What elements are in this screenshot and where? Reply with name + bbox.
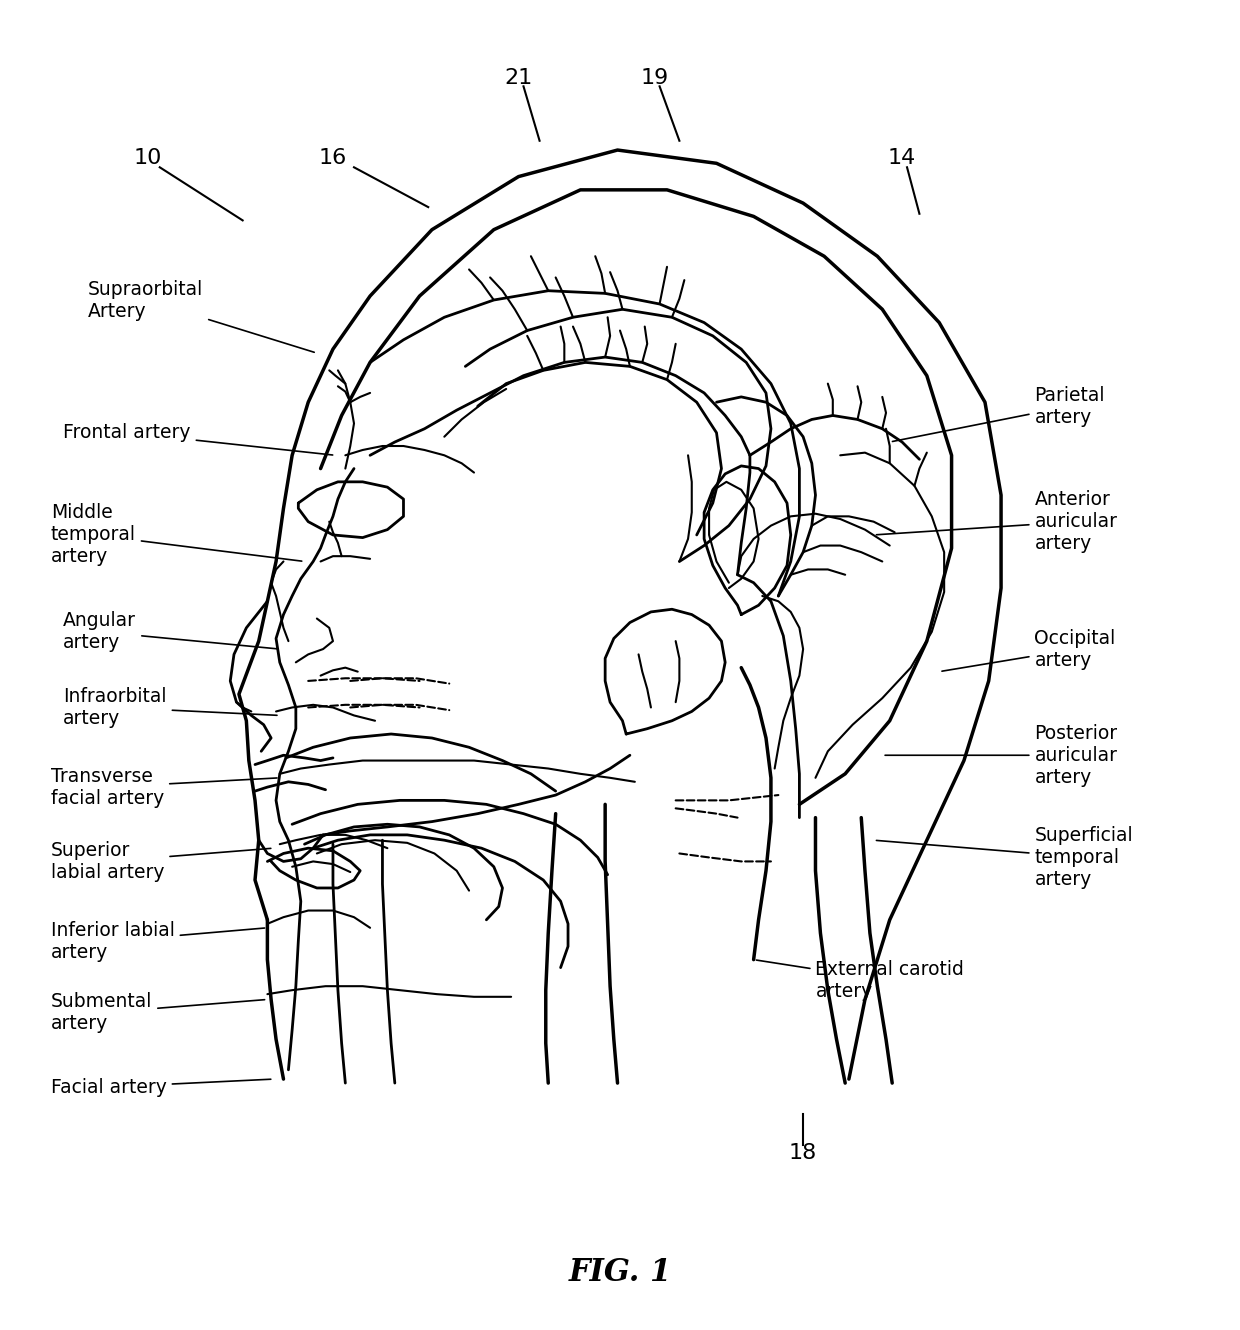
Text: 18: 18	[789, 1144, 817, 1164]
Text: Parietal
artery: Parietal artery	[893, 386, 1105, 442]
Text: Superior
labial artery: Superior labial artery	[51, 841, 270, 882]
Text: Facial artery: Facial artery	[51, 1077, 270, 1096]
Text: Transverse
facial artery: Transverse facial artery	[51, 766, 277, 807]
Text: Middle
temporal
artery: Middle temporal artery	[51, 504, 301, 567]
Text: Inferior labial
artery: Inferior labial artery	[51, 920, 264, 962]
Text: Submental
artery: Submental artery	[51, 992, 264, 1033]
Text: External carotid
artery: External carotid artery	[756, 960, 965, 1001]
Text: Occipital
artery: Occipital artery	[942, 629, 1116, 672]
Text: 21: 21	[505, 68, 533, 88]
Text: Infraorbital
artery: Infraorbital artery	[63, 688, 277, 728]
Text: Frontal artery: Frontal artery	[63, 423, 332, 455]
Text: FIG. 1: FIG. 1	[568, 1257, 672, 1289]
Text: Anterior
auricular
artery: Anterior auricular artery	[877, 491, 1117, 553]
Text: 10: 10	[133, 148, 161, 168]
Text: 16: 16	[319, 148, 347, 168]
Text: Supraorbital
Artery: Supraorbital Artery	[88, 279, 314, 352]
Text: Posterior
auricular
artery: Posterior auricular artery	[885, 724, 1117, 787]
Text: Superficial
temporal
artery: Superficial temporal artery	[877, 826, 1133, 888]
Text: Angular
artery: Angular artery	[63, 612, 277, 652]
Text: 14: 14	[888, 148, 916, 168]
Text: 19: 19	[641, 68, 668, 88]
